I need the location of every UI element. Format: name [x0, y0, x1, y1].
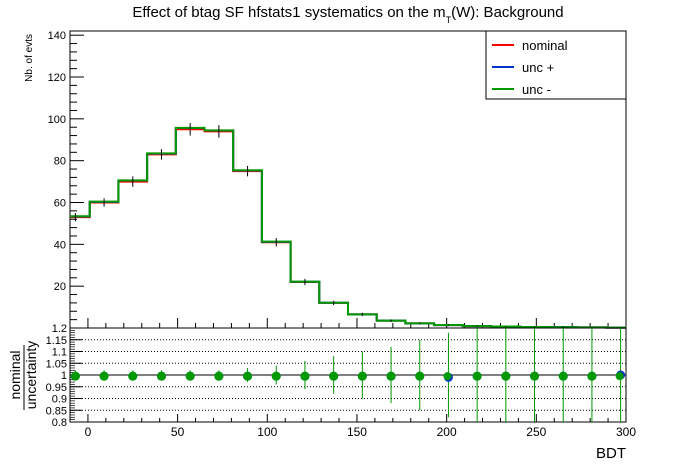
ratio-xtick-label: 250: [526, 425, 546, 439]
ratio-xtick-label: 0: [85, 425, 92, 439]
ratio-ylabel: nominal uncertainty: [7, 341, 39, 410]
ratio-point-unc-minus: [386, 371, 396, 381]
ratio-point-unc-minus: [530, 371, 540, 381]
ratio-point-unc-minus: [501, 371, 511, 381]
ratio-point-unc-minus: [472, 371, 482, 381]
ratio-point-unc-minus: [587, 371, 597, 381]
top-ytick-label: 40: [54, 239, 66, 251]
ratio-point-unc-minus: [443, 372, 452, 381]
ratio-point-unc-minus: [214, 371, 224, 381]
ratio-point-unc-minus: [615, 372, 624, 381]
ratio-xtick-label: 200: [437, 425, 457, 439]
legend-box: [485, 30, 627, 100]
ratio-point-unc-minus: [271, 371, 281, 381]
ratio-ytick-label: 1.2: [52, 323, 67, 335]
ratio-xtick-label: 100: [257, 425, 277, 439]
legend: nominal unc + unc -: [485, 30, 627, 100]
ratio-ytick-label: 0.8: [52, 417, 67, 429]
legend-label: unc +: [522, 60, 554, 75]
ratio-ytick-label: 1.15: [46, 335, 67, 347]
chart-title: Effect of btag SF hfstats1 systematics o…: [132, 4, 563, 25]
legend-label: nominal: [522, 38, 568, 53]
ratio-point-unc-minus: [357, 371, 367, 381]
ratio-ytick-label: 0.85: [46, 405, 67, 417]
title-end: (W): Background: [451, 4, 564, 21]
ratio-ytick-label: 0.9: [52, 394, 67, 406]
top-ytick-label: 20: [54, 281, 66, 293]
hist-nominal: [70, 128, 626, 329]
top-ytick-label: 60: [54, 198, 66, 210]
ratio-point-unc-minus: [415, 371, 425, 381]
ratio-point-unc-minus: [243, 371, 253, 381]
ratio-ytick-label: 0.95: [46, 382, 67, 394]
title-main: Effect of btag SF hfstats1 systematics o…: [132, 4, 445, 21]
ratio-ylabel-den: uncertainty: [23, 341, 39, 409]
legend-label: unc -: [522, 82, 551, 97]
ratio-point-unc-minus: [185, 371, 195, 381]
ratio-point-unc-minus: [300, 371, 310, 381]
ratio-ytick-label: 1: [61, 370, 67, 382]
top-ytick-label: 100: [48, 114, 66, 126]
x-axis-label: BDT: [596, 445, 626, 462]
ratio-xtick-label: 150: [347, 425, 367, 439]
top-panel: 20 40 60 80 100 120 140: [48, 30, 627, 329]
top-ytick-label: 140: [48, 30, 66, 42]
hist-uncplus: [70, 127, 626, 329]
ratio-point-unc-minus: [70, 371, 80, 381]
hist-uncminus: [70, 126, 626, 329]
ratio-point-unc-minus: [558, 371, 568, 381]
ratio-point-unc-minus: [99, 371, 109, 381]
top-ytick-label: 120: [48, 72, 66, 84]
ratio-ytick-label: 1.05: [46, 358, 67, 370]
ratio-ytick-label: 1.1: [52, 347, 67, 359]
ratio-ylabel-num: nominal: [7, 350, 23, 399]
ratio-point-unc-minus: [128, 371, 138, 381]
top-ylabel: Nb. of evts: [24, 34, 35, 82]
title-subscript: T: [446, 15, 452, 25]
ratio-xtick-label: 300: [616, 425, 636, 439]
top-ytick-label: 80: [54, 156, 66, 168]
ratio-point-unc-minus: [156, 371, 166, 381]
ratio-xtick-label: 50: [171, 425, 185, 439]
ratio-point-unc-minus: [329, 371, 339, 381]
